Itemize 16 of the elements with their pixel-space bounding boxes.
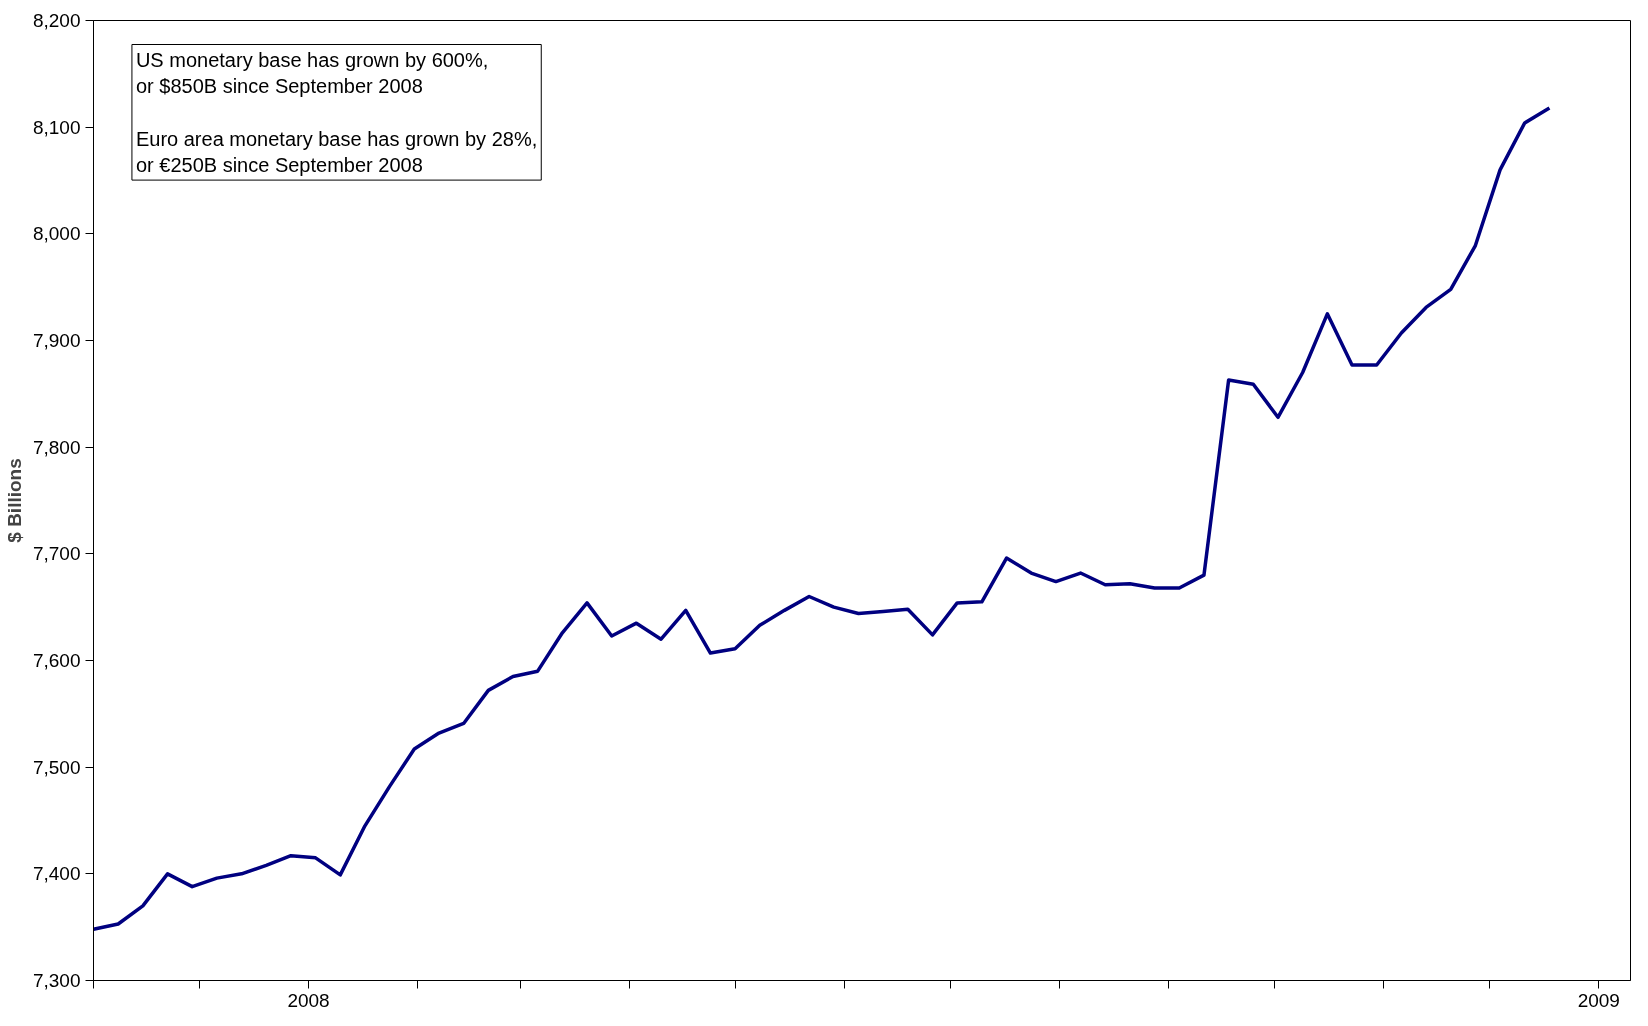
line-series [93, 106, 1552, 932]
x-tick-label: 2009 [1577, 989, 1620, 1011]
y-tick-label: 7,300 [32, 970, 81, 991]
y-tick-label: 7,500 [32, 756, 81, 778]
annotation: Euro area monetary base has grown by 28%, or €250B since September 2008 [135, 127, 538, 177]
y-tick-label: 8,000 [32, 223, 81, 245]
x-tick-label: 2008 [287, 989, 330, 1011]
y-tick-label: 7,800 [32, 436, 81, 458]
y-tick-label: 7,400 [32, 863, 81, 885]
y-tick-label: 7,900 [32, 330, 81, 351]
y-axis-title: $ Billions [3, 458, 25, 543]
y-tick-label: 8,100 [32, 116, 81, 138]
annotation: US monetary base has grown by 600%, or $850B since September 2008 [135, 48, 489, 97]
y-tick-label: 7,600 [32, 650, 81, 671]
y-tick-label: 8,200 [32, 10, 81, 31]
y-tick-label: 7,700 [32, 543, 81, 565]
